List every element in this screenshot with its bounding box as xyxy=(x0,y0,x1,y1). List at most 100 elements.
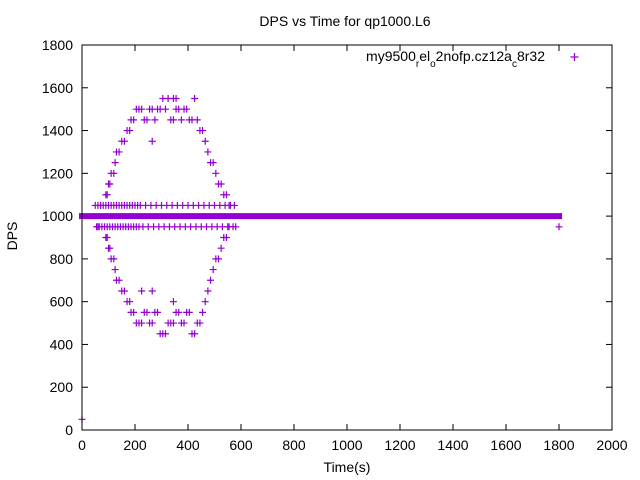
data-point xyxy=(201,137,209,145)
x-tick-label: 800 xyxy=(282,437,306,453)
data-point xyxy=(172,94,180,102)
y-tick-label: 800 xyxy=(50,251,74,267)
x-tick-label: 1400 xyxy=(437,437,468,453)
data-point xyxy=(148,137,156,145)
data-point xyxy=(214,255,222,263)
data-point xyxy=(106,244,114,252)
data-point xyxy=(175,308,183,316)
legend-label: my9500relo2nofp.cz12ac8r32 xyxy=(366,48,545,70)
data-point xyxy=(111,266,119,274)
data-point xyxy=(151,116,159,124)
y-tick-label: 1800 xyxy=(42,37,73,53)
x-tick-label: 2000 xyxy=(596,437,627,453)
data-point xyxy=(201,298,209,306)
data-point xyxy=(222,191,230,199)
y-tick-label: 600 xyxy=(50,294,74,310)
legend-label-part: my9500 xyxy=(366,48,416,64)
data-point xyxy=(199,127,207,135)
data-point xyxy=(180,319,188,327)
y-tick-label: 1200 xyxy=(42,165,73,181)
y-tick-label: 1600 xyxy=(42,80,73,96)
data-point xyxy=(183,105,191,113)
data-point xyxy=(154,308,162,316)
data-point xyxy=(161,105,169,113)
legend-label-part: c xyxy=(512,59,517,70)
data-point xyxy=(120,137,128,145)
data-point xyxy=(196,319,204,327)
data-point xyxy=(94,223,102,231)
x-tick-label: 1800 xyxy=(543,437,574,453)
y-axis-title: DPS xyxy=(4,222,20,251)
data-point xyxy=(138,105,146,113)
data-point xyxy=(212,169,220,177)
data-point xyxy=(138,319,146,327)
data-point xyxy=(169,319,177,327)
data-point xyxy=(207,276,215,284)
data-point xyxy=(217,244,225,252)
legend-marker xyxy=(570,53,579,61)
data-point xyxy=(110,169,118,177)
plot-frame xyxy=(81,44,613,431)
legend: my9500relo2nofp.cz12ac8r32 xyxy=(366,48,579,70)
data-point xyxy=(204,287,212,295)
series-baseline-points xyxy=(79,213,562,220)
data-point xyxy=(106,180,114,188)
data-point xyxy=(148,319,156,327)
x-tick-label: 600 xyxy=(229,437,253,453)
data-point xyxy=(110,255,118,263)
x-tick-label: 0 xyxy=(78,437,86,453)
data-point xyxy=(177,116,185,124)
legend-label-part: o xyxy=(430,59,436,70)
ticks-layer: 0 200 400 600 800 1000 1200 1400 1600 1800 2000 0 20… xyxy=(42,37,628,453)
legend-label-part: 2nofp.cz12a xyxy=(436,48,512,64)
data-point xyxy=(103,191,111,199)
data-point xyxy=(185,308,193,316)
x-tick-label: 1200 xyxy=(384,437,415,453)
x-axis-title: Time(s) xyxy=(324,459,371,475)
y-tick-label: 1000 xyxy=(42,208,73,224)
legend-marker-plus xyxy=(570,53,579,61)
data-point xyxy=(225,201,233,209)
data-point xyxy=(161,330,169,338)
data-point xyxy=(199,308,207,316)
data-point xyxy=(193,116,201,124)
x-tick-label: 1000 xyxy=(331,437,362,453)
legend-label-part: el xyxy=(419,48,430,64)
data-point xyxy=(209,159,217,167)
y-tick-label: 1400 xyxy=(42,123,73,139)
data-point xyxy=(222,234,230,241)
data-point xyxy=(191,330,199,338)
y-tick-label: 0 xyxy=(65,422,73,438)
data-point xyxy=(217,180,225,188)
data-point xyxy=(130,116,138,124)
data-point xyxy=(111,159,119,167)
data-point xyxy=(126,298,134,306)
data-point xyxy=(148,287,156,295)
legend-label-part: r xyxy=(416,59,420,70)
x-tick-label: 1600 xyxy=(490,437,521,453)
chart-title: DPS vs Time for qp1000.L6 xyxy=(259,13,430,29)
y-tick-label: 200 xyxy=(50,379,74,395)
data-point xyxy=(143,308,151,316)
data-point xyxy=(169,298,177,306)
data-point xyxy=(143,116,151,124)
x-tick-label: 400 xyxy=(176,437,200,453)
data-point xyxy=(120,287,128,295)
data-point xyxy=(169,116,177,124)
plot-data xyxy=(78,94,563,423)
y-tick-label: 400 xyxy=(50,336,74,352)
data-point xyxy=(130,308,138,316)
data-point xyxy=(103,234,111,241)
data-point xyxy=(204,148,212,156)
data-point xyxy=(126,127,134,135)
data-point xyxy=(209,266,217,274)
data-point xyxy=(555,223,563,231)
data-point xyxy=(225,223,233,231)
data-point xyxy=(115,148,123,156)
data-point xyxy=(115,276,123,284)
x-tick-label: 200 xyxy=(123,437,147,453)
data-point xyxy=(97,201,105,209)
legend-label-part: 8r32 xyxy=(517,48,545,64)
